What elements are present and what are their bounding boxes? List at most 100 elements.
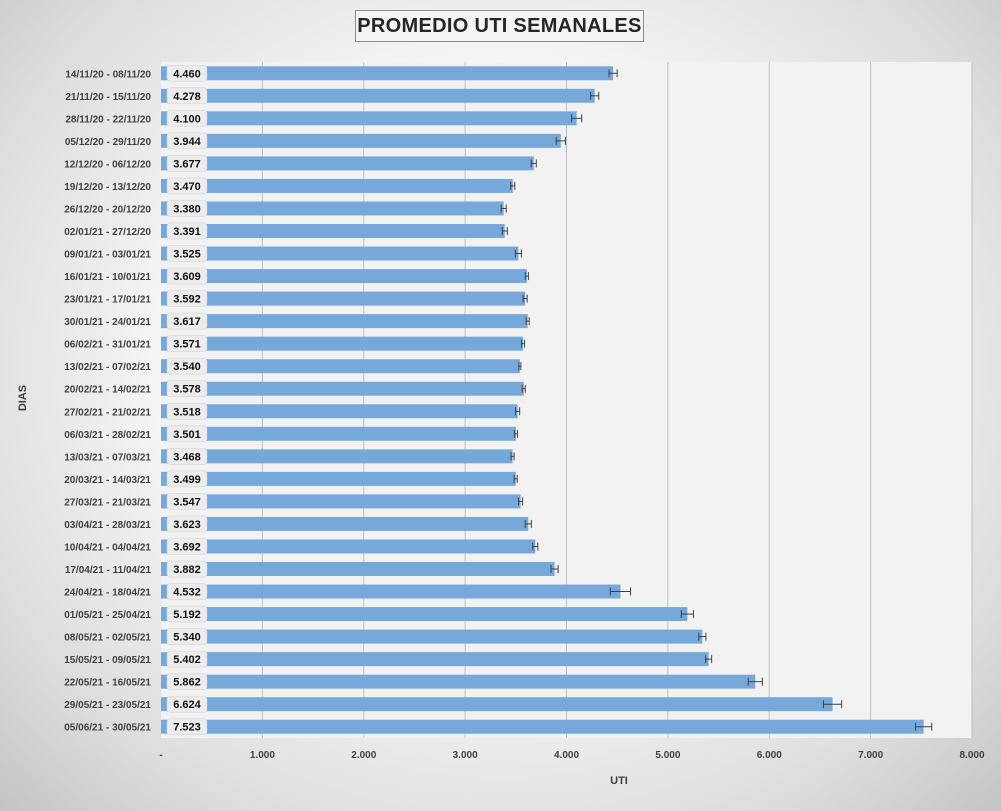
data-label: 3.609: [166, 267, 208, 285]
error-bar: [571, 114, 583, 123]
bar: [161, 516, 529, 531]
category-label: 21/11/20 - 15/11/20: [65, 92, 151, 103]
data-label: 3.540: [166, 357, 208, 375]
bar: [161, 674, 756, 689]
svg-text:7.523: 7.523: [173, 722, 201, 734]
bar: [161, 269, 527, 284]
svg-text:5.862: 5.862: [173, 677, 201, 689]
error-bar: [915, 722, 933, 731]
data-label: 3.391: [166, 222, 208, 240]
gridlines: [261, 62, 973, 738]
svg-text:3.882: 3.882: [173, 564, 201, 576]
svg-text:3.468: 3.468: [173, 451, 201, 463]
category-label: 27/02/21 - 21/02/21: [64, 407, 151, 418]
svg-text:3.944: 3.944: [173, 136, 201, 148]
error-bar: [513, 429, 518, 438]
svg-text:3.525: 3.525: [173, 249, 201, 261]
svg-text:3.470: 3.470: [173, 181, 201, 193]
error-bar: [501, 227, 508, 235]
category-label: 13/03/21 - 07/03/21: [64, 452, 151, 463]
svg-text:3.609: 3.609: [173, 271, 201, 283]
data-label: 3.677: [166, 155, 208, 172]
bar: [161, 719, 924, 734]
data-label: 4.100: [166, 110, 208, 127]
svg-text:4.532: 4.532: [173, 587, 201, 599]
svg-text:5.340: 5.340: [173, 632, 201, 644]
error-bar: [680, 610, 694, 619]
data-label: 6.624: [166, 695, 208, 713]
category-label: 23/01/21 - 17/01/21: [64, 295, 151, 306]
data-label: 4.460: [166, 65, 208, 82]
bar: [161, 336, 524, 351]
error-bar: [500, 204, 507, 213]
error-bar: [550, 565, 559, 573]
svg-text:3.547: 3.547: [173, 496, 201, 508]
bar: [161, 291, 526, 306]
y-axis-title: DIAS: [17, 385, 29, 411]
error-bar: [609, 587, 632, 596]
data-label: 3.592: [166, 290, 208, 307]
category-label: 20/03/21 - 14/03/21: [64, 475, 151, 486]
error-bar: [525, 317, 530, 326]
error-bars: [500, 69, 933, 731]
x-tick-label: -: [159, 750, 162, 761]
bar: [161, 494, 521, 509]
category-label: 01/05/21 - 25/04/21: [64, 610, 151, 621]
data-label: 3.499: [166, 470, 208, 488]
category-label: 22/05/21 - 16/05/21: [64, 678, 151, 689]
error-bar: [518, 497, 524, 506]
error-bar: [518, 362, 522, 371]
error-bar: [530, 159, 537, 168]
error-bar: [555, 136, 566, 145]
bar: [161, 471, 516, 486]
data-label: 3.882: [166, 560, 208, 578]
bar: [161, 697, 833, 712]
bar: [161, 133, 561, 148]
data-label: 3.623: [166, 515, 208, 533]
x-tick-label: 2.000: [351, 750, 376, 761]
category-label: 12/12/20 - 06/12/20: [64, 159, 151, 170]
bar: [161, 178, 513, 193]
svg-text:3.617: 3.617: [173, 316, 201, 328]
bar: [161, 224, 505, 238]
bar: [161, 201, 504, 216]
data-label: 3.468: [166, 448, 208, 465]
error-bar: [521, 384, 526, 393]
data-label: 3.617: [166, 312, 208, 330]
bar: [161, 359, 520, 374]
data-label: 5.862: [166, 673, 208, 690]
svg-text:3.380: 3.380: [173, 203, 201, 215]
data-label: 5.340: [166, 628, 208, 645]
bar: [161, 381, 524, 396]
bar: [161, 607, 688, 622]
category-label: 16/01/21 - 10/01/21: [64, 272, 151, 283]
data-label: 4.532: [166, 583, 208, 600]
error-bar: [524, 519, 532, 528]
data-label: 3.518: [166, 403, 208, 420]
svg-text:3.592: 3.592: [173, 294, 201, 306]
bar: [161, 111, 577, 126]
x-tick-label: 8.000: [959, 750, 984, 761]
svg-text:3.692: 3.692: [173, 541, 201, 553]
error-bar: [532, 542, 539, 551]
data-label: 3.547: [166, 493, 208, 510]
x-tick-label: 5.000: [655, 750, 680, 761]
bar: [161, 539, 536, 554]
svg-text:3.499: 3.499: [173, 474, 201, 486]
error-bar: [520, 339, 526, 348]
svg-text:4.278: 4.278: [173, 91, 201, 103]
svg-text:4.460: 4.460: [173, 68, 201, 80]
data-label: 3.944: [166, 132, 208, 150]
svg-text:6.624: 6.624: [173, 699, 201, 711]
bar: [161, 314, 528, 329]
category-label: 29/05/21 - 23/05/21: [64, 700, 151, 711]
category-label: 06/02/21 - 31/01/21: [64, 340, 151, 351]
bar: [161, 629, 703, 644]
bar: [161, 156, 534, 171]
bar: [161, 88, 595, 103]
bar: [161, 584, 621, 599]
data-label: 3.578: [166, 380, 208, 397]
category-label: 17/04/21 - 11/04/21: [65, 565, 152, 576]
data-label: 3.380: [166, 200, 208, 217]
x-tick-labels: - 1.000 2.000 3.000 4.000 5.000 6.000 7.000 8.00…: [159, 750, 985, 761]
